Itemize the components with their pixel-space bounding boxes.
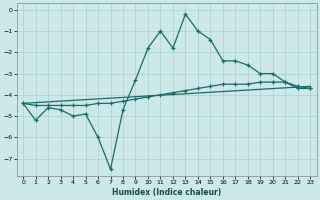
X-axis label: Humidex (Indice chaleur): Humidex (Indice chaleur) <box>112 188 221 197</box>
